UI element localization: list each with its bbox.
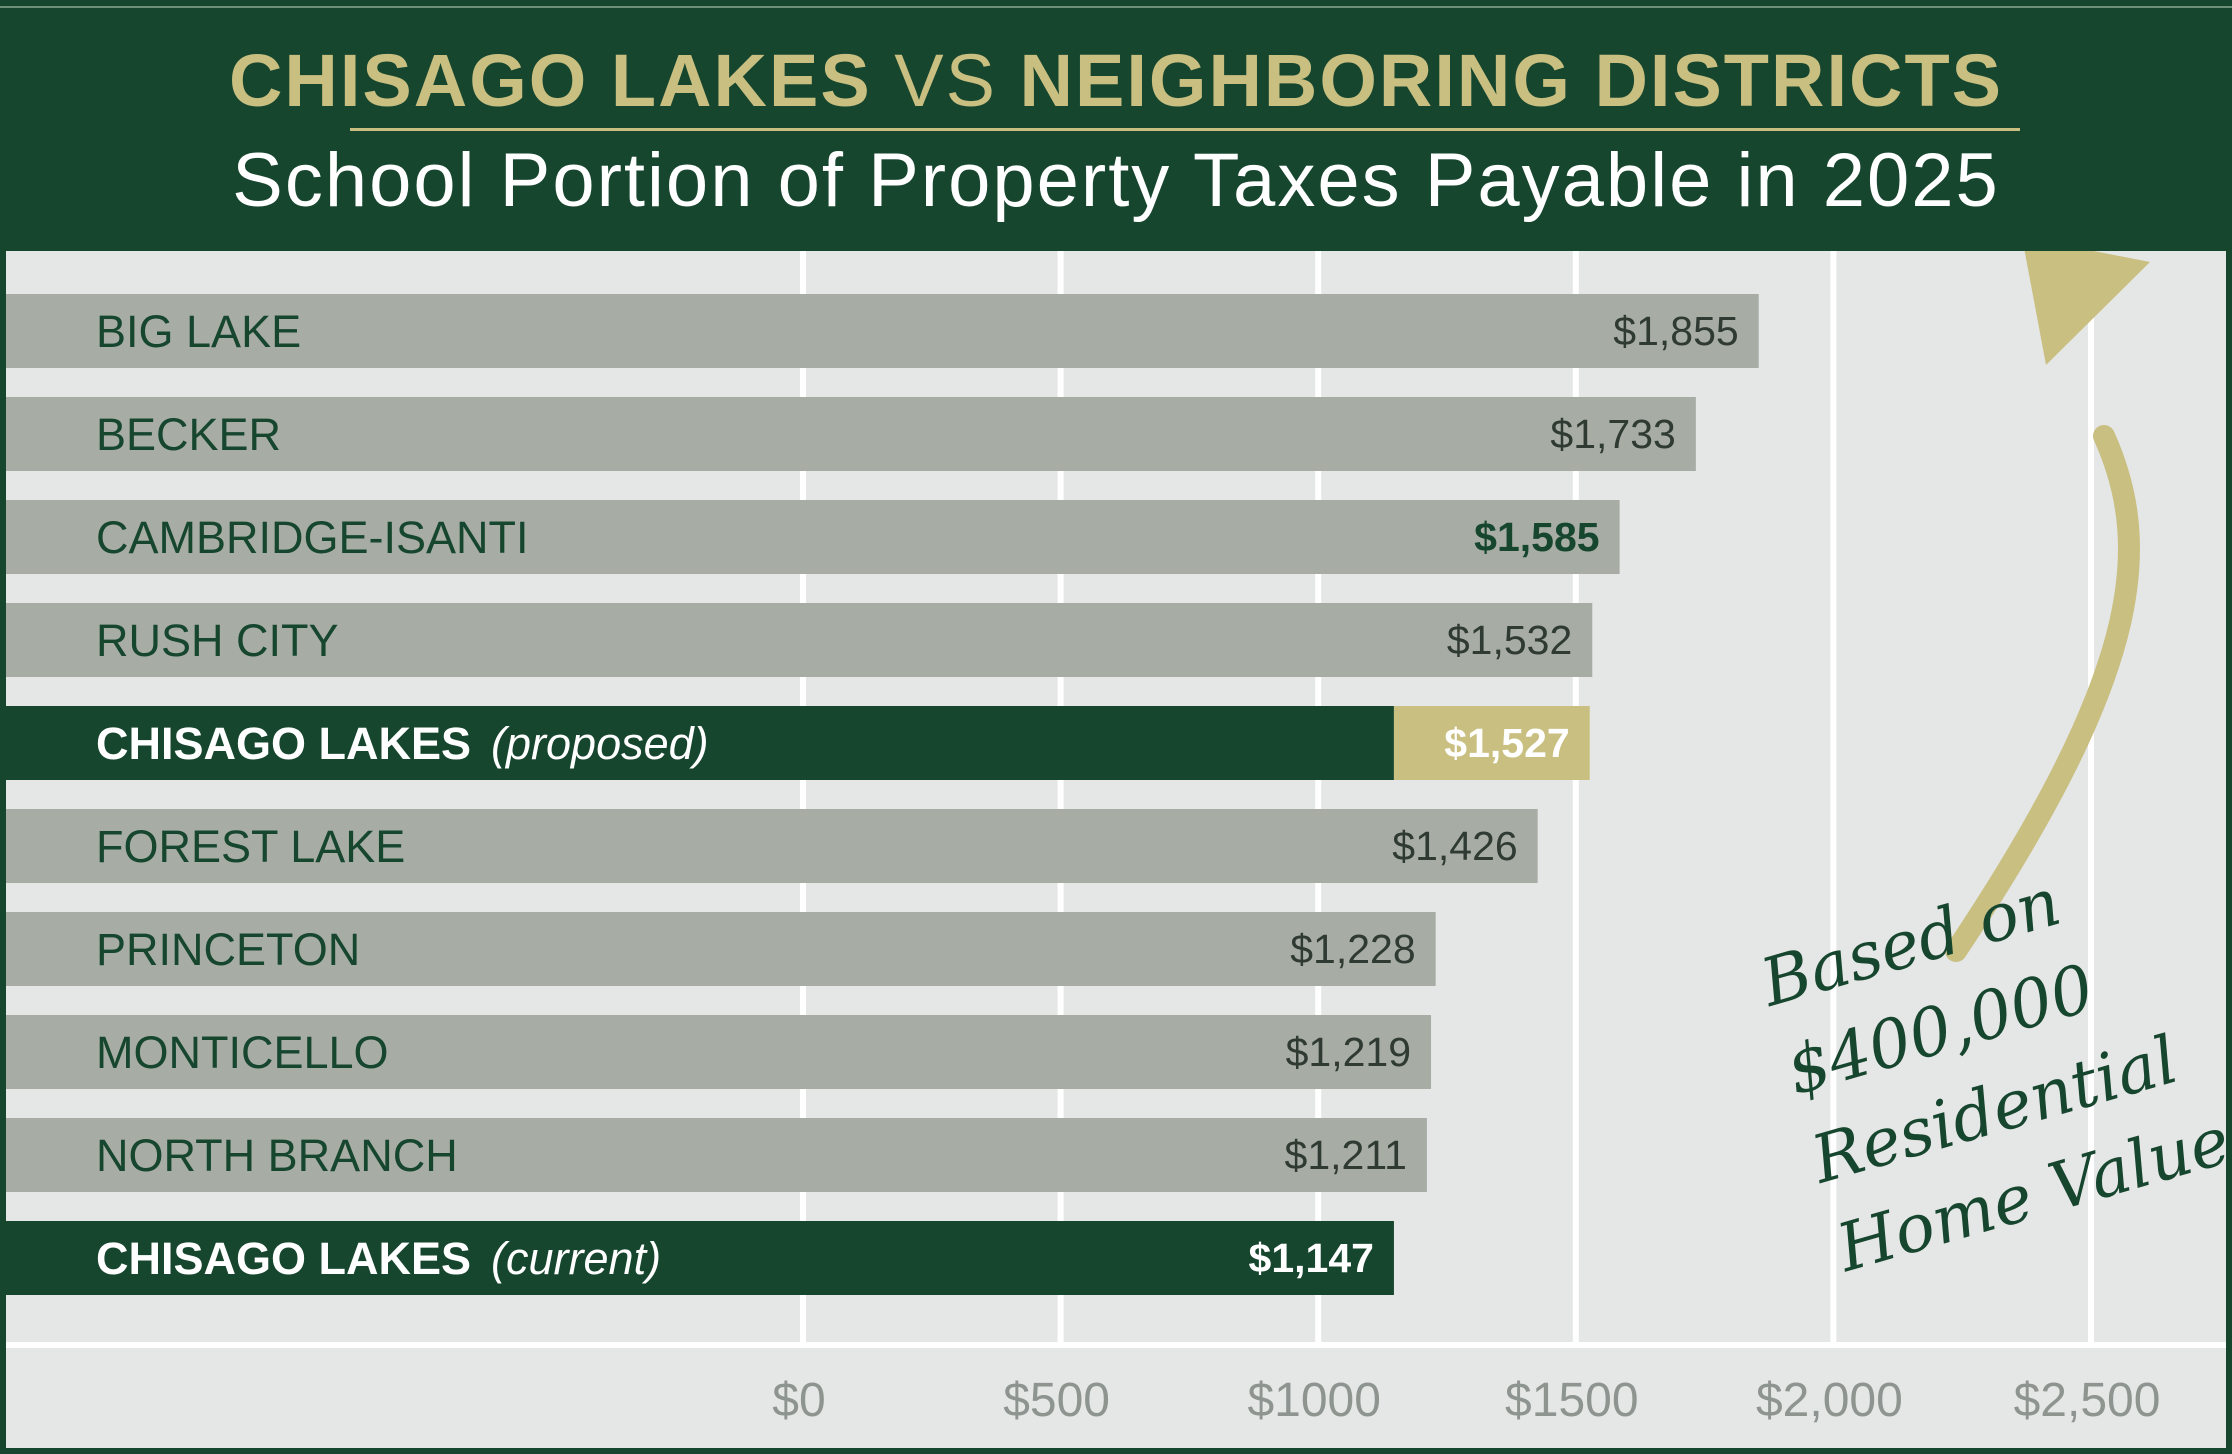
x-tick-label: $500 <box>1003 1374 1110 1427</box>
bar-cambridge-isanti <box>6 500 1620 574</box>
bar-monticello <box>6 1015 1432 1089</box>
chart-header: CHISAGO LAKES VS NEIGHBORING DISTRICTS S… <box>0 0 2232 250</box>
plot-area: BIG LAKE $1,855 BECKER $1,733 CAMBRIDGE-ISAN… <box>6 251 2232 1448</box>
bar-rush-city <box>6 603 1593 677</box>
title-vs: VS <box>894 39 997 122</box>
title-divider <box>350 128 2020 131</box>
header-top-rule <box>0 6 2232 8</box>
title-chisago-lakes: CHISAGO LAKES <box>228 39 872 122</box>
value-label: $1,219 <box>1286 1029 1411 1075</box>
value-label: $1,228 <box>1290 926 1415 972</box>
value-label: $1,147 <box>1249 1235 1374 1281</box>
value-label: $1,855 <box>1613 308 1738 354</box>
category-label: BIG LAKE <box>96 306 301 357</box>
arrow-head-icon <box>2024 251 2150 365</box>
bar-chart: BIG LAKE $1,855 BECKER $1,733 CAMBRIDGE-ISAN… <box>6 251 2226 1427</box>
category-label: NORTH BRANCH <box>96 1130 458 1181</box>
category-label: CAMBRIDGE-ISANTI <box>96 512 529 563</box>
category-label: CHISAGO LAKES (proposed) <box>96 718 709 769</box>
value-label: $1,426 <box>1392 823 1517 869</box>
category-label: PRINCETON <box>96 924 360 975</box>
x-tick-label: $2,000 <box>1756 1374 1903 1427</box>
value-label: $1,585 <box>1474 514 1599 560</box>
bar-becker <box>6 397 1696 471</box>
bar-proposed-increase <box>1393 706 1590 780</box>
bar-north-branch <box>6 1118 1427 1192</box>
value-label: $1,532 <box>1447 617 1572 663</box>
value-label: $1,527 <box>1444 720 1569 766</box>
title-neighboring-districts: NEIGHBORING DISTRICTS <box>1019 39 2004 122</box>
bar-proposed-base <box>6 706 1394 780</box>
value-label: $1,211 <box>1285 1132 1407 1178</box>
category-label: FOREST LAKE <box>96 821 405 872</box>
category-label: CHISAGO LAKES (current) <box>96 1233 661 1284</box>
bar-princeton <box>6 912 1436 986</box>
x-tick-label: $0 <box>772 1374 825 1427</box>
category-label: RUSH CITY <box>96 615 339 666</box>
x-tick-label: $2,500 <box>2014 1374 2161 1427</box>
x-tick-label: $1000 <box>1247 1374 1380 1427</box>
category-label: BECKER <box>96 409 281 460</box>
bar-big-lake <box>6 294 1759 368</box>
bar-current <box>6 1221 1394 1295</box>
curved-arrow-icon <box>1945 425 2140 962</box>
value-label: $1,733 <box>1550 411 1675 457</box>
chart-subtitle: School Portion of Property Taxes Payable… <box>232 138 2000 223</box>
x-tick-label: $1500 <box>1505 1374 1638 1427</box>
bar-forest-lake <box>6 809 1538 883</box>
category-label: MONTICELLO <box>96 1027 389 1078</box>
chart-title: CHISAGO LAKES VS NEIGHBORING DISTRICTS <box>0 36 2232 126</box>
